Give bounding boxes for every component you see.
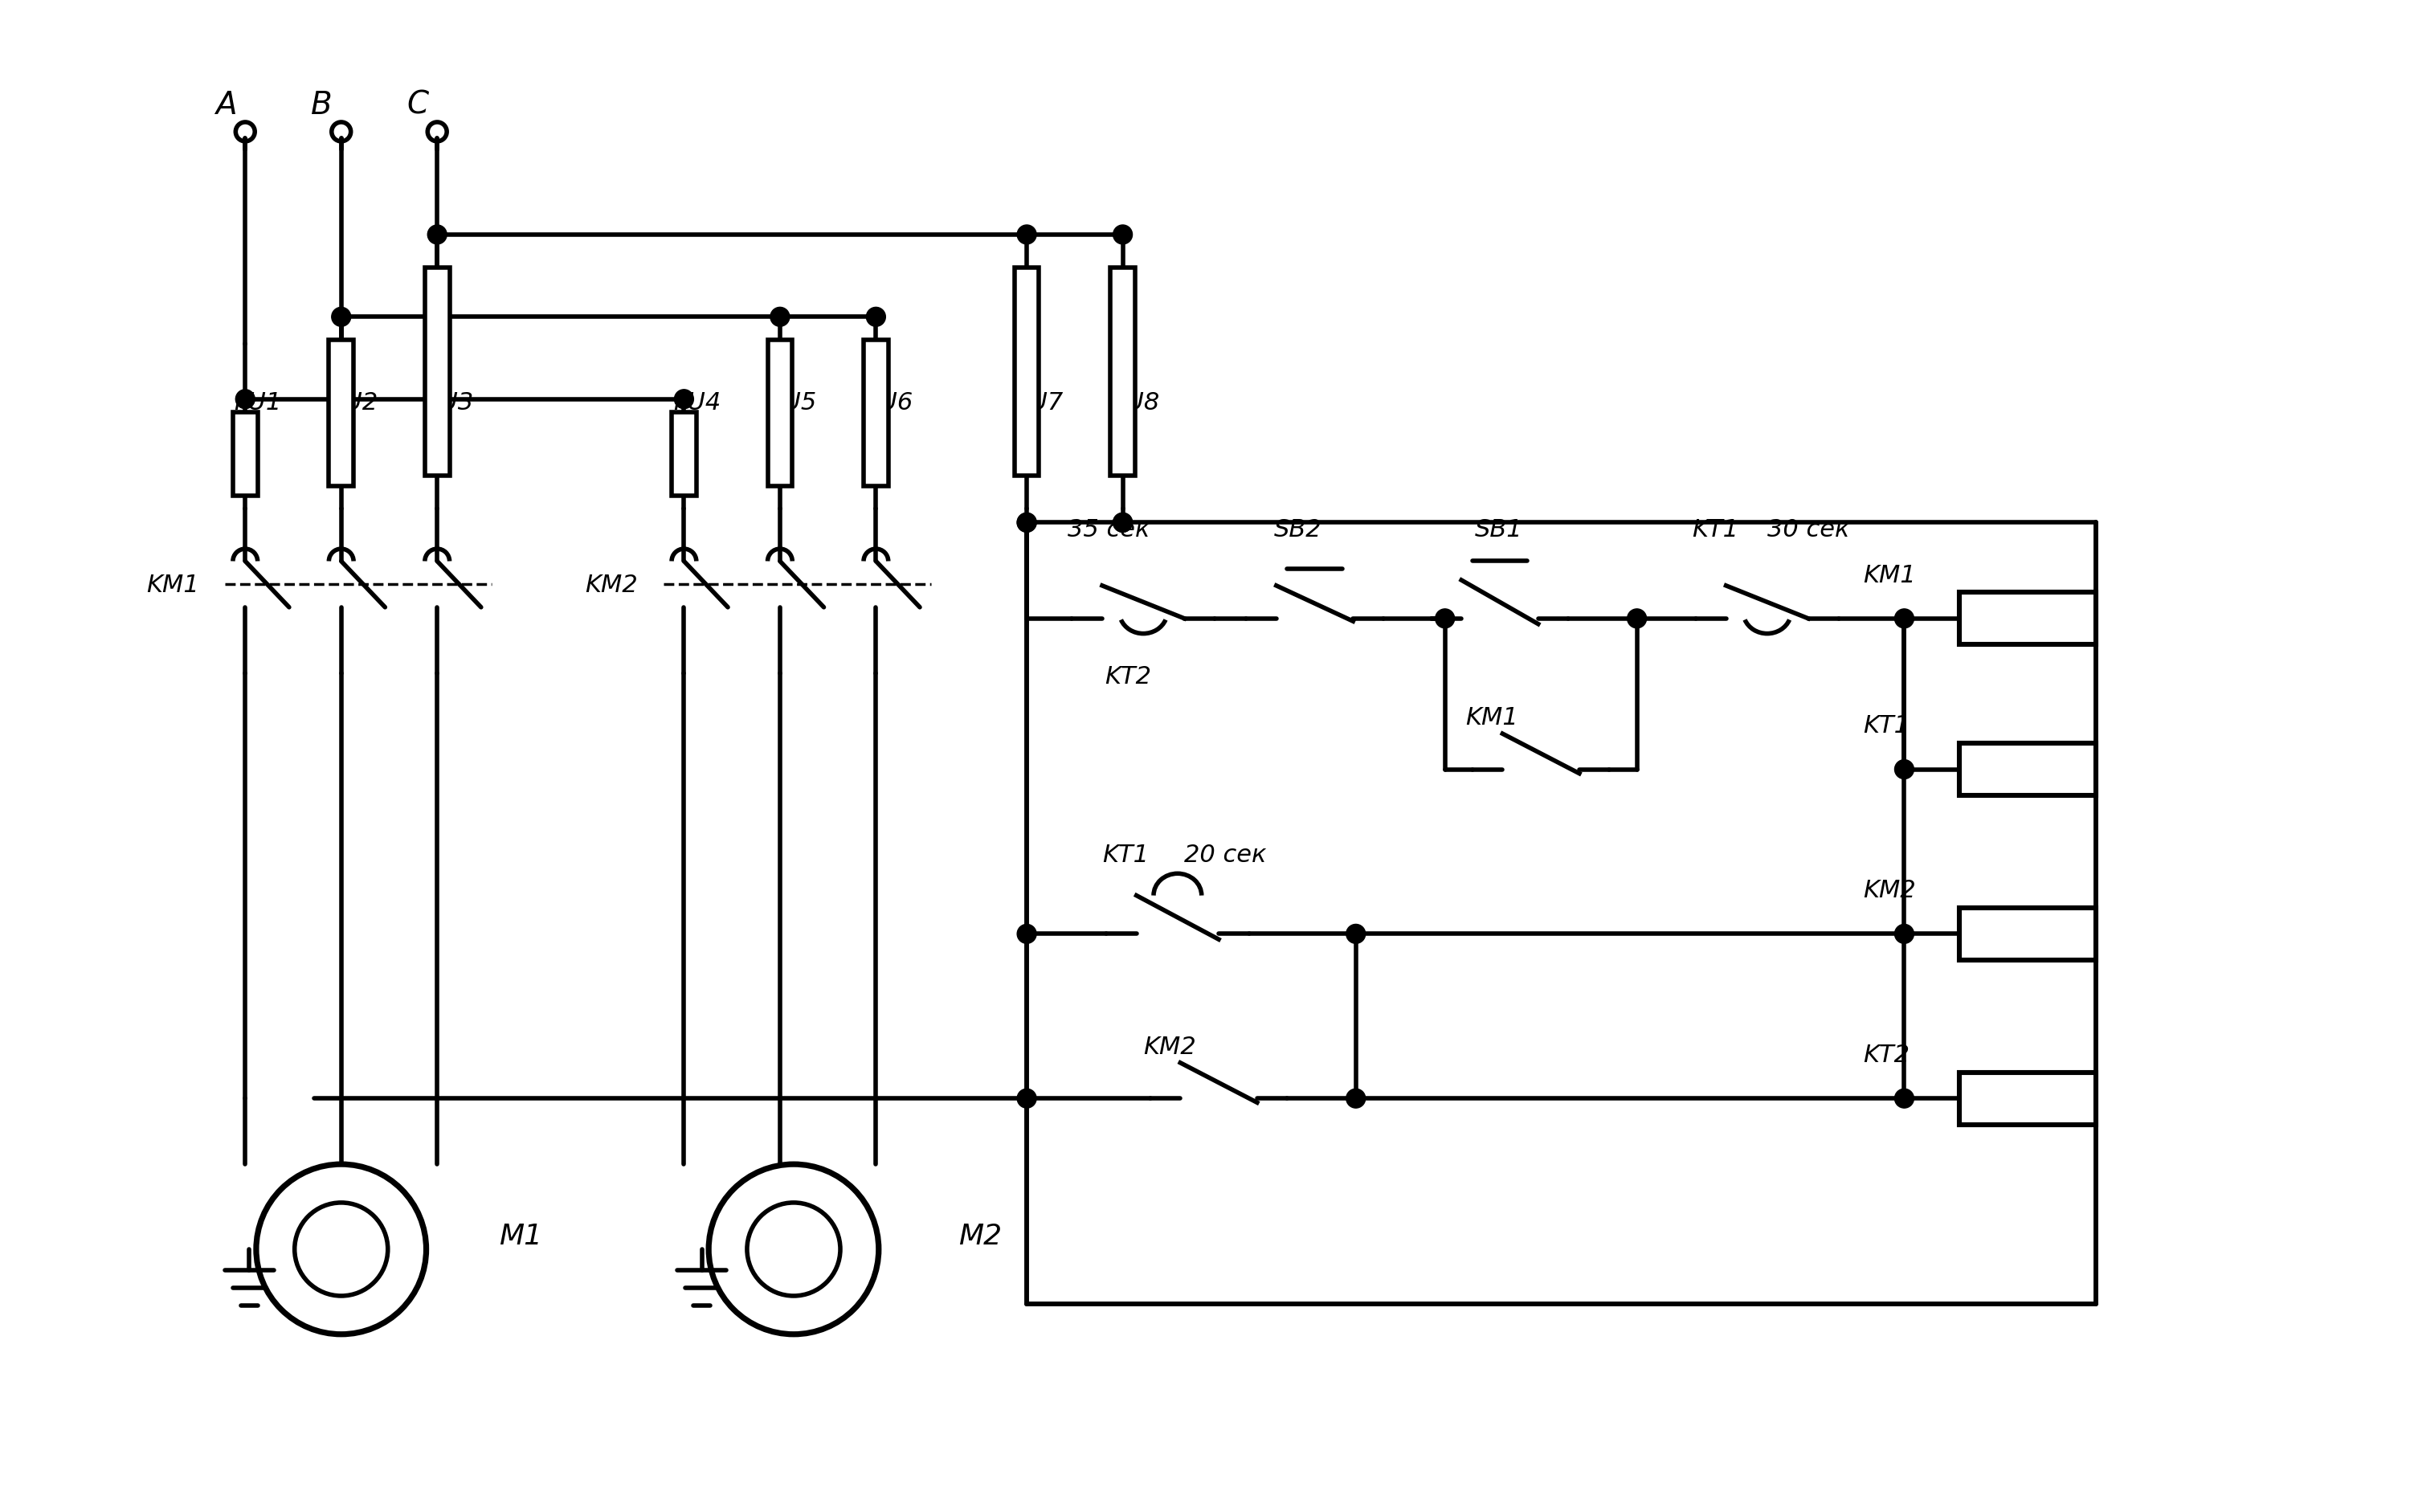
Circle shape xyxy=(1894,924,1914,943)
Text: SB2: SB2 xyxy=(1272,519,1321,541)
Text: 30 сек: 30 сек xyxy=(1767,519,1848,541)
Circle shape xyxy=(1017,514,1036,532)
Text: M2: M2 xyxy=(959,1222,1003,1249)
Circle shape xyxy=(1894,609,1914,629)
Text: FU5: FU5 xyxy=(769,390,817,414)
Circle shape xyxy=(1113,514,1133,532)
Circle shape xyxy=(1017,514,1036,532)
Bar xyxy=(424,268,451,476)
Bar xyxy=(769,340,793,487)
Text: 35 сек: 35 сек xyxy=(1068,519,1150,541)
Text: FU2: FU2 xyxy=(330,390,378,414)
Text: KT1: KT1 xyxy=(1692,519,1738,541)
Text: KM2: KM2 xyxy=(586,573,639,596)
Text: 20 сек: 20 сек xyxy=(1183,844,1268,866)
Circle shape xyxy=(675,390,694,410)
Text: A: A xyxy=(214,89,236,121)
Circle shape xyxy=(1113,514,1133,532)
Bar xyxy=(1959,744,2097,795)
Text: FU7: FU7 xyxy=(1015,390,1063,414)
Text: M1: M1 xyxy=(499,1222,542,1249)
Text: KT2: KT2 xyxy=(1863,1043,1909,1066)
Bar xyxy=(1959,909,2097,960)
Circle shape xyxy=(1113,225,1133,245)
Circle shape xyxy=(771,308,790,327)
Bar xyxy=(1015,268,1039,476)
Text: FU4: FU4 xyxy=(672,390,721,414)
Circle shape xyxy=(1017,225,1036,245)
Text: KM1: KM1 xyxy=(147,573,200,596)
Bar xyxy=(863,340,889,487)
Bar xyxy=(1959,1072,2097,1125)
Bar xyxy=(328,340,354,487)
Text: C: C xyxy=(407,89,429,121)
Text: KM2: KM2 xyxy=(1863,878,1916,903)
Circle shape xyxy=(1347,1089,1366,1108)
Circle shape xyxy=(333,308,352,327)
Circle shape xyxy=(427,225,446,245)
Circle shape xyxy=(1017,924,1036,943)
Circle shape xyxy=(1894,1089,1914,1108)
Bar xyxy=(1111,268,1135,476)
Text: KT1: KT1 xyxy=(1863,714,1909,738)
Bar xyxy=(672,413,696,496)
Text: B: B xyxy=(311,89,333,121)
Text: FU8: FU8 xyxy=(1111,390,1159,414)
Circle shape xyxy=(1627,609,1646,629)
Circle shape xyxy=(1894,761,1914,779)
Text: KM1: KM1 xyxy=(1863,564,1916,587)
Circle shape xyxy=(1347,924,1366,943)
Text: FU3: FU3 xyxy=(427,390,475,414)
Text: KT2: KT2 xyxy=(1104,665,1152,688)
Circle shape xyxy=(236,390,255,410)
Text: KT1: KT1 xyxy=(1101,844,1150,866)
Circle shape xyxy=(1017,1089,1036,1108)
Text: FU6: FU6 xyxy=(865,390,913,414)
Text: FU1: FU1 xyxy=(234,390,282,414)
Circle shape xyxy=(865,308,884,327)
Text: KM2: KM2 xyxy=(1142,1034,1195,1058)
Bar xyxy=(234,413,258,496)
Circle shape xyxy=(1436,609,1456,629)
Text: SB1: SB1 xyxy=(1475,519,1523,541)
Text: KM1: KM1 xyxy=(1465,706,1518,729)
Bar xyxy=(1959,593,2097,646)
